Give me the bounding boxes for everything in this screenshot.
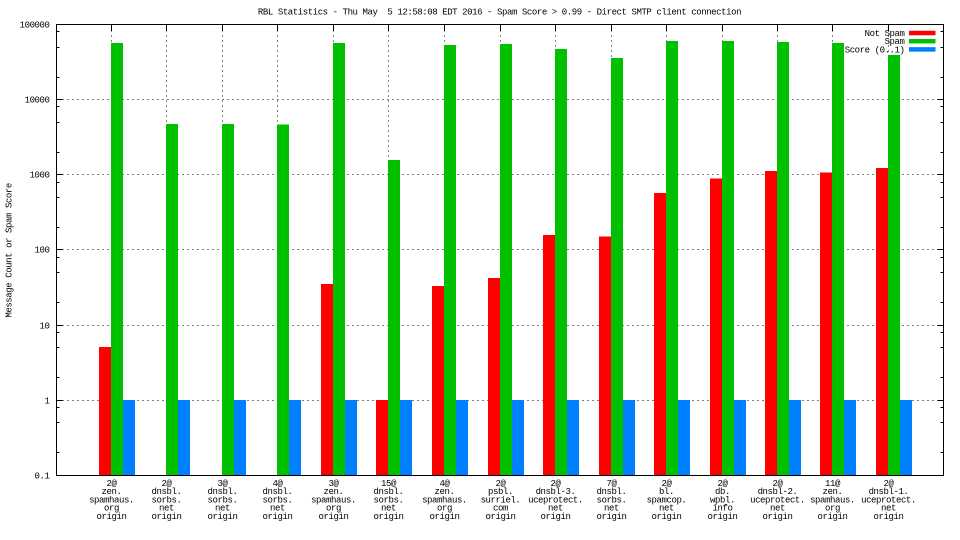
svg-text:Not Spam: Not Spam	[865, 29, 905, 39]
svg-text:dnsbl.: dnsbl.	[208, 487, 238, 497]
svg-text:origin: origin	[319, 512, 349, 522]
svg-text:wpbl.: wpbl.	[710, 495, 735, 505]
svg-text:bl.: bl.	[659, 487, 674, 497]
svg-text:dnsbl-2.: dnsbl-2.	[758, 487, 798, 497]
svg-text:net: net	[159, 504, 174, 514]
svg-text:RBL Statistics - Thu May 5 12: RBL Statistics - Thu May 5 12:58:08 EDT …	[258, 8, 741, 18]
svg-text:net: net	[548, 504, 563, 514]
svg-text:2@: 2@	[884, 479, 895, 489]
svg-text:0.1: 0.1	[35, 471, 50, 481]
svg-text:net: net	[270, 504, 285, 514]
svg-text:origin: origin	[486, 512, 516, 522]
svg-text:sorbs.: sorbs.	[152, 495, 182, 505]
svg-text:sorbs.: sorbs.	[597, 495, 627, 505]
svg-text:uceprotect.: uceprotect.	[750, 495, 805, 505]
svg-text:2@: 2@	[107, 479, 118, 489]
svg-text:origin: origin	[541, 512, 571, 522]
svg-text:zen.: zen.	[823, 487, 843, 497]
svg-text:uceprotect.: uceprotect.	[528, 495, 583, 505]
svg-text:dnsbl.: dnsbl.	[374, 487, 404, 497]
svg-text:org: org	[104, 504, 119, 514]
svg-text:origin: origin	[763, 512, 793, 522]
svg-text:sorbs.: sorbs.	[374, 495, 404, 505]
svg-text:net: net	[659, 504, 674, 514]
svg-text:origin: origin	[374, 512, 404, 522]
svg-text:spamhaus.: spamhaus.	[422, 495, 467, 505]
svg-text:2@: 2@	[718, 479, 729, 489]
svg-text:origin: origin	[708, 512, 738, 522]
svg-text:org: org	[437, 504, 452, 514]
svg-text:com: com	[493, 504, 508, 514]
svg-text:db.: db.	[715, 487, 730, 497]
svg-text:1000: 1000	[30, 170, 50, 180]
svg-text:2@: 2@	[162, 479, 173, 489]
svg-text:10: 10	[40, 321, 50, 331]
svg-text:origin: origin	[597, 512, 627, 522]
svg-text:dnsbl.: dnsbl.	[152, 487, 182, 497]
svg-text:origin: origin	[652, 512, 682, 522]
svg-text:100000: 100000	[20, 20, 50, 30]
svg-text:sorbs.: sorbs.	[263, 495, 293, 505]
svg-text:3@: 3@	[329, 479, 340, 489]
svg-text:2@: 2@	[496, 479, 507, 489]
svg-text:sorbs.: sorbs.	[208, 495, 238, 505]
svg-text:3@: 3@	[218, 479, 229, 489]
svg-text:info: info	[713, 504, 733, 514]
svg-text:Score (0..1): Score (0..1)	[845, 45, 905, 55]
svg-text:net: net	[381, 504, 396, 514]
svg-text:net: net	[604, 504, 619, 514]
svg-text:2@: 2@	[662, 479, 673, 489]
svg-text:spamhaus.: spamhaus.	[311, 495, 356, 505]
svg-text:zen.: zen.	[324, 487, 344, 497]
svg-text:psbl.: psbl.	[488, 487, 513, 497]
svg-text:origin: origin	[818, 512, 848, 522]
svg-text:10000: 10000	[25, 95, 50, 105]
svg-text:1: 1	[45, 396, 50, 406]
svg-text:100: 100	[35, 245, 50, 255]
svg-text:spamhaus.: spamhaus.	[810, 495, 855, 505]
svg-text:Spam: Spam	[885, 37, 905, 47]
svg-text:7@: 7@	[607, 479, 618, 489]
svg-text:uceprotect.: uceprotect.	[861, 495, 916, 505]
svg-text:net: net	[881, 504, 896, 514]
svg-text:15@: 15@	[381, 479, 397, 489]
svg-text:org: org	[326, 504, 341, 514]
svg-text:net: net	[215, 504, 230, 514]
svg-text:dnsbl-1.: dnsbl-1.	[869, 487, 909, 497]
svg-text:org: org	[825, 504, 840, 514]
svg-text:4@: 4@	[440, 479, 451, 489]
svg-text:spamhaus.: spamhaus.	[89, 495, 134, 505]
svg-text:origin: origin	[263, 512, 293, 522]
svg-text:net: net	[770, 504, 785, 514]
svg-text:origin: origin	[97, 512, 127, 522]
svg-text:2@: 2@	[551, 479, 562, 489]
svg-text:spamcop.: spamcop.	[647, 495, 687, 505]
svg-text:2@: 2@	[773, 479, 784, 489]
svg-text:dnsbl.: dnsbl.	[263, 487, 293, 497]
svg-text:surriel.: surriel.	[481, 495, 521, 505]
svg-text:4@: 4@	[273, 479, 284, 489]
svg-text:origin: origin	[152, 512, 182, 522]
svg-text:origin: origin	[208, 512, 238, 522]
svg-text:origin: origin	[874, 512, 904, 522]
svg-text:Message Count or Spam Score: Message Count or Spam Score	[5, 183, 15, 318]
svg-text:dnsbl-3.: dnsbl-3.	[536, 487, 576, 497]
svg-text:zen.: zen.	[435, 487, 455, 497]
svg-text:zen.: zen.	[102, 487, 122, 497]
svg-text:origin: origin	[430, 512, 460, 522]
svg-text:11@: 11@	[825, 479, 841, 489]
svg-text:dnsbl.: dnsbl.	[597, 487, 627, 497]
